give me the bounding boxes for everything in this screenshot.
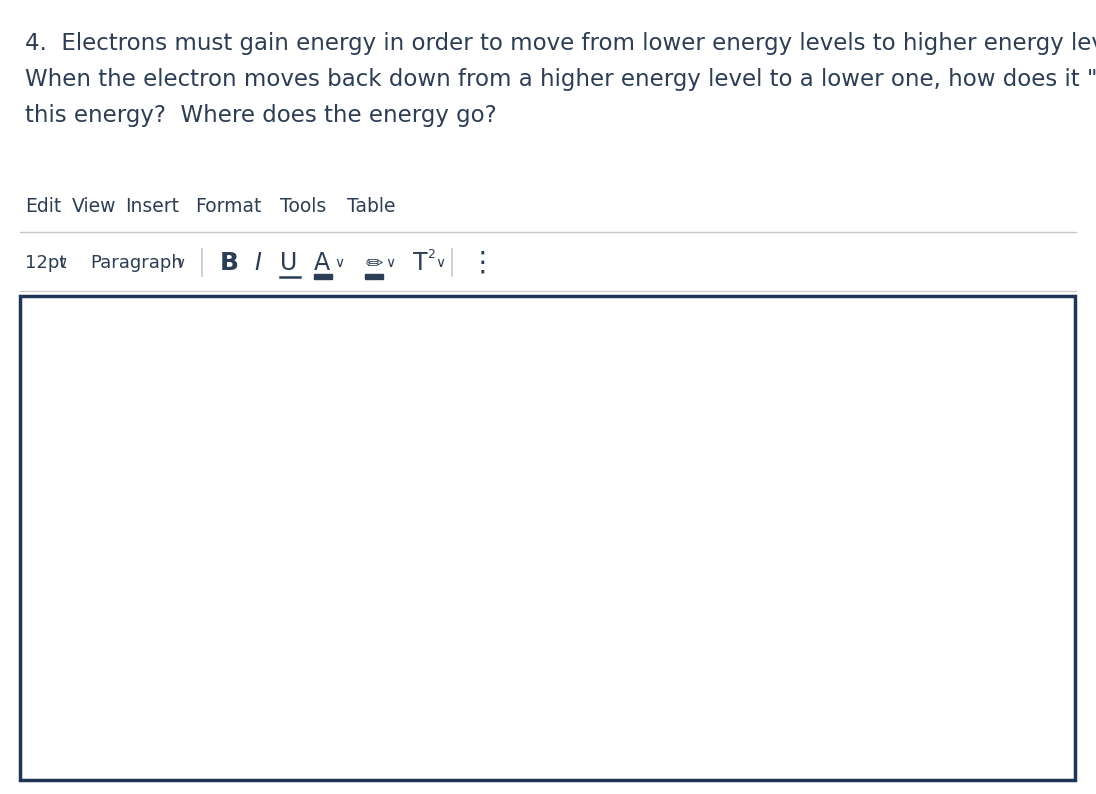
Text: ∨: ∨ [435,256,445,270]
Text: A: A [313,251,330,275]
Text: I: I [254,251,261,275]
Text: ∨: ∨ [57,256,67,270]
Text: Format: Format [195,198,261,217]
Text: ✏: ✏ [365,253,383,273]
Text: ⋮: ⋮ [469,249,496,277]
Text: Table: Table [347,198,396,217]
Text: Tools: Tools [279,198,327,217]
Text: When the electron moves back down from a higher energy level to a lower one, how: When the electron moves back down from a… [25,68,1096,91]
Text: 12pt: 12pt [25,254,67,272]
Text: 2: 2 [427,248,435,260]
Text: View: View [72,198,116,217]
Text: Paragraph: Paragraph [90,254,183,272]
Text: Edit: Edit [25,198,61,217]
Text: ∨: ∨ [175,256,185,270]
Text: ∨: ∨ [334,256,344,270]
Bar [20,296,1075,780]
Text: U: U [279,251,297,275]
Bar [365,274,383,279]
Bar [313,274,332,279]
Text: this energy?  Where does the energy go?: this energy? Where does the energy go? [25,104,496,127]
Text: 4.  Electrons must gain energy in order to move from lower energy levels to high: 4. Electrons must gain energy in order t… [25,32,1096,55]
Text: T: T [413,251,427,275]
Text: ∨: ∨ [385,256,396,270]
Text: Insert: Insert [125,198,179,217]
Text: B: B [220,251,239,275]
